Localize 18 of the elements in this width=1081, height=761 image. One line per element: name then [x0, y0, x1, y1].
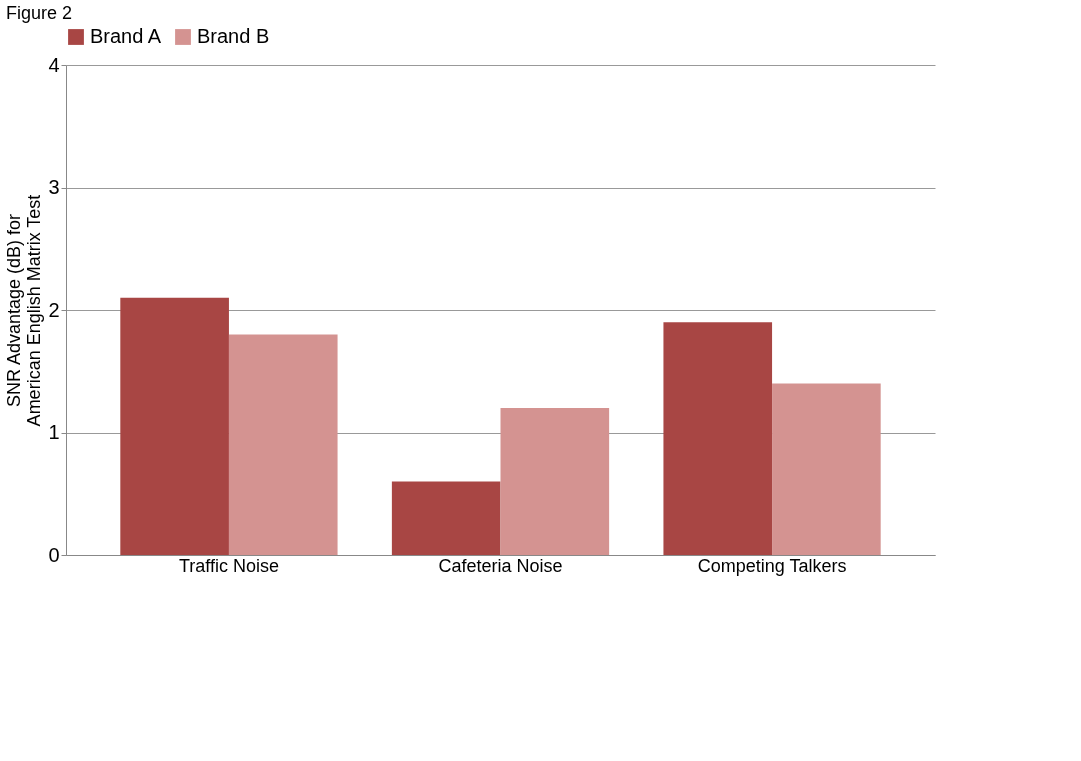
x-tick-label: Traffic Noise — [178, 555, 279, 576]
bar — [663, 322, 773, 555]
bar — [391, 481, 501, 555]
x-tick-label: Cafeteria Noise — [438, 555, 563, 576]
y-axis-title: SNR Advantage (dB) for American English Matrix Test — [4, 194, 45, 427]
y-tick-label: 0 — [48, 543, 60, 566]
bar — [500, 408, 610, 555]
legend-label: Brand A — [90, 25, 162, 47]
y-tick-label: 3 — [48, 176, 60, 198]
bar — [772, 383, 881, 555]
y-tick-label: 1 — [48, 421, 60, 443]
chart-title: Figure 2 — [6, 3, 73, 23]
y-tick-label: 2 — [48, 298, 60, 321]
y-tick-label: 4 — [48, 53, 60, 76]
bar — [228, 334, 338, 555]
x-tick-label: Competing Talkers — [697, 555, 847, 576]
bar — [120, 297, 229, 555]
legend-label: Brand B — [197, 25, 270, 47]
